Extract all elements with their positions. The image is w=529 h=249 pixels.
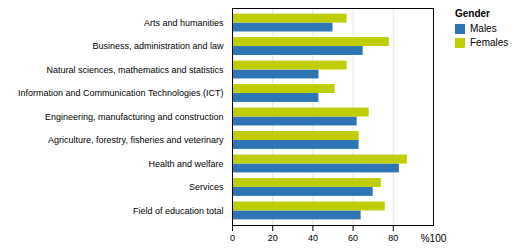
html-text:Gender: Gender xyxy=(455,8,490,19)
svg-text:60: 60 xyxy=(348,233,358,243)
svg-text:Natural sciences, mathematics: Natural sciences, mathematics and statis… xyxy=(46,65,224,75)
html-text:Males: Males xyxy=(470,23,497,34)
svg-text:40: 40 xyxy=(308,233,318,243)
svg-text:Business, administration and l: Business, administration and law xyxy=(92,41,224,51)
svg-text:Information and Communication: Information and Communication Technologi… xyxy=(18,88,223,98)
svg-text:80: 80 xyxy=(388,233,398,243)
svg-text:0: 0 xyxy=(230,233,235,243)
svg-text:Health and welfare: Health and welfare xyxy=(148,159,223,169)
svg-text:Field of education total: Field of education total xyxy=(133,206,224,216)
svg-text:Agriculture, forestry, fisheri: Agriculture, forestry, fisheries and vet… xyxy=(48,135,224,145)
svg-text:Arts and humanities: Arts and humanities xyxy=(144,18,224,28)
svg-text:%100: %100 xyxy=(421,233,447,244)
svg-text:Services: Services xyxy=(189,182,224,192)
svg-text:20: 20 xyxy=(268,233,278,243)
html-text:Females: Females xyxy=(470,37,509,48)
svg-text:Engineering, manufacturing and: Engineering, manufacturing and construct… xyxy=(45,112,224,122)
